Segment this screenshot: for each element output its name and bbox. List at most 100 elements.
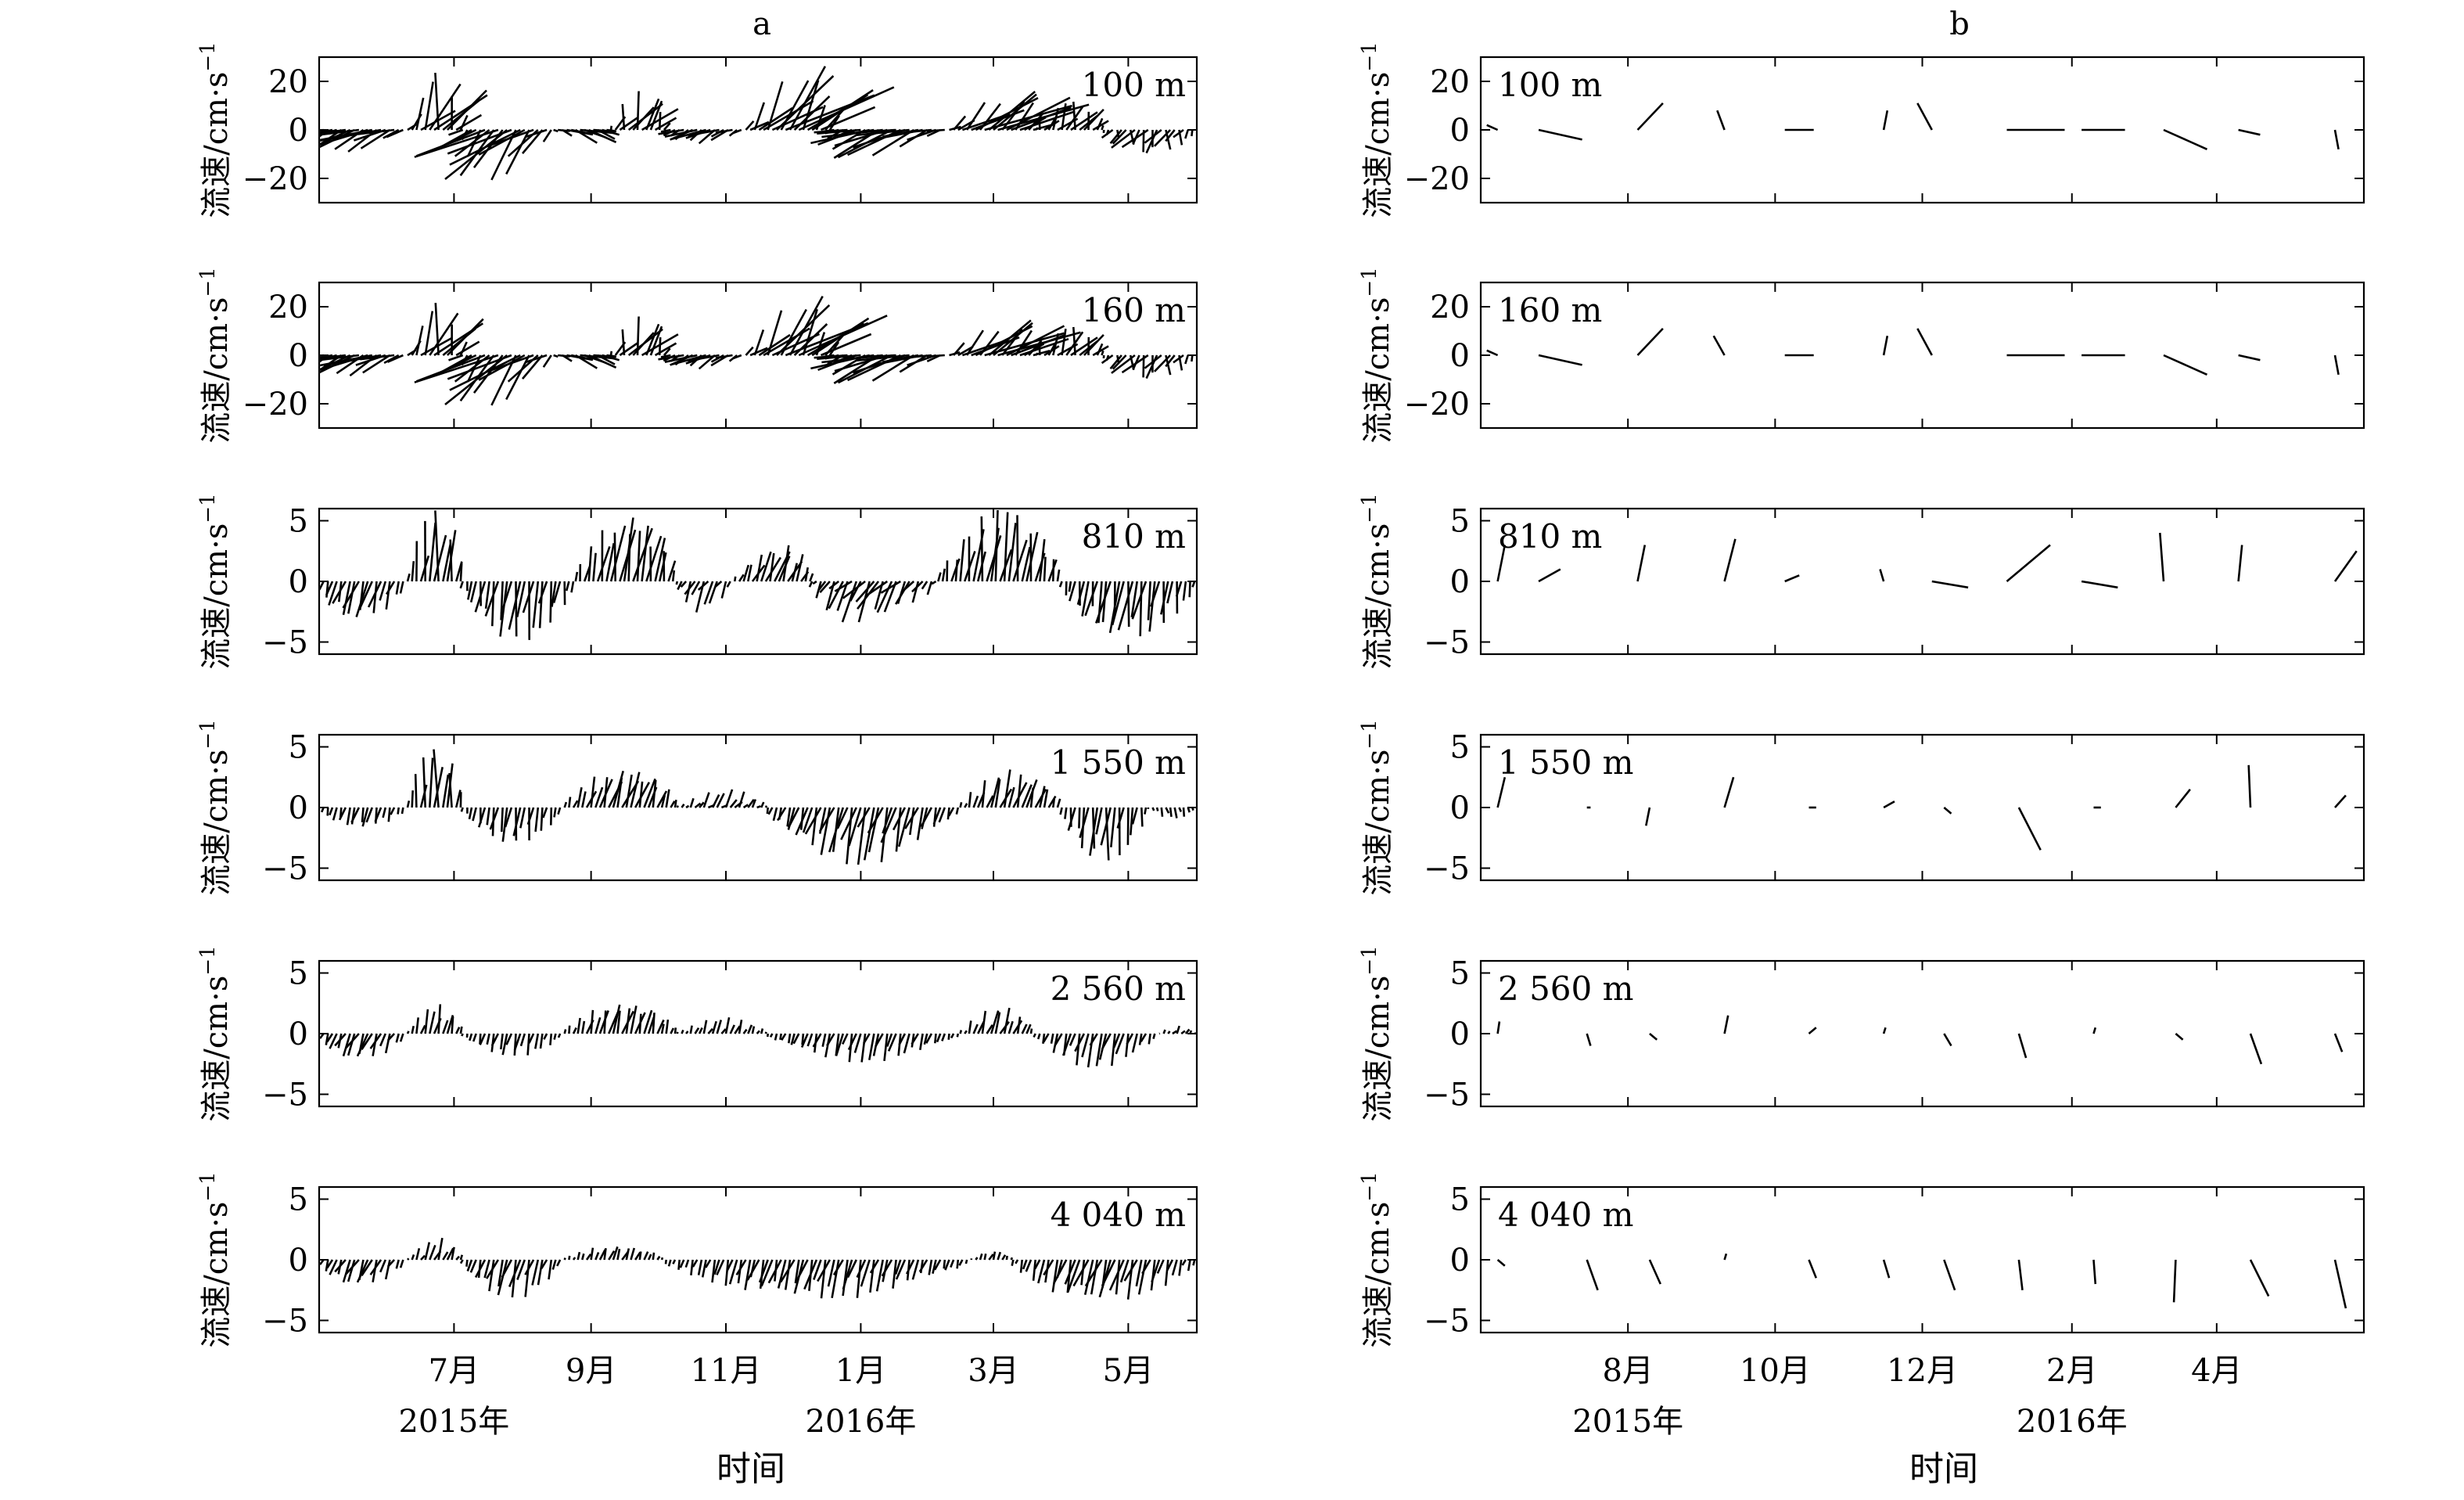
stick	[926, 354, 945, 358]
stick	[742, 804, 749, 809]
stick	[656, 1255, 661, 1261]
stick	[1167, 1031, 1171, 1034]
stick	[1123, 1259, 1138, 1282]
stick	[488, 1259, 495, 1292]
stick	[697, 581, 709, 591]
stick	[926, 581, 933, 595]
stick	[1089, 807, 1099, 856]
stick	[407, 1257, 410, 1261]
stick	[563, 801, 568, 808]
y-axis-title: 流速/cm·s−1	[1358, 267, 1396, 443]
stick	[638, 1013, 642, 1034]
stick	[1072, 1259, 1090, 1287]
stick-series	[1496, 1253, 2347, 1309]
stick	[1192, 1259, 1196, 1266]
stick	[411, 1025, 415, 1034]
stick	[384, 1259, 391, 1280]
stick	[1184, 129, 1189, 139]
stick	[570, 128, 592, 135]
stick	[947, 1033, 950, 1040]
stick	[386, 354, 404, 363]
stick	[937, 572, 942, 582]
stick	[621, 103, 626, 131]
stick	[1052, 333, 1060, 356]
stick	[459, 1259, 464, 1264]
y-tick-label: 0	[289, 1243, 308, 1279]
stick	[490, 1033, 500, 1047]
stick	[677, 1259, 681, 1270]
stick	[735, 1259, 747, 1275]
stick	[994, 1012, 1001, 1034]
stick	[1538, 354, 1582, 366]
stick	[758, 106, 793, 131]
stick	[524, 1259, 530, 1297]
stick	[689, 797, 695, 808]
stick	[681, 803, 685, 808]
stick	[1125, 1033, 1130, 1057]
stick	[1069, 581, 1076, 602]
stick	[729, 1024, 735, 1034]
stick	[511, 1259, 517, 1298]
stick	[981, 1010, 987, 1034]
stick	[1096, 117, 1104, 131]
stick	[627, 534, 631, 582]
stick	[444, 128, 508, 181]
stick	[1025, 1023, 1032, 1034]
x-tick-label: 12月	[1887, 1353, 1958, 1389]
x-axis-title-b: 时间	[1909, 1449, 1978, 1489]
stick	[497, 1259, 504, 1287]
stick	[612, 1246, 619, 1261]
stick	[1037, 1259, 1046, 1284]
stick	[1110, 807, 1116, 847]
x-tick-label: 8月	[1602, 1353, 1653, 1389]
stick	[528, 1033, 535, 1044]
stick	[1036, 1033, 1041, 1040]
stick	[909, 807, 915, 836]
stick	[501, 807, 504, 833]
stick	[459, 1026, 463, 1034]
stick	[1176, 1025, 1180, 1034]
stick	[724, 789, 734, 808]
stick	[1126, 1033, 1134, 1045]
y-tick-label: 0	[289, 113, 308, 149]
stick-series	[1496, 532, 2358, 589]
stick	[1882, 110, 1889, 131]
stick	[780, 308, 807, 356]
stick	[932, 807, 942, 825]
stick	[542, 807, 548, 818]
stick	[1166, 1259, 1174, 1271]
stick	[894, 581, 911, 605]
stick	[992, 1251, 997, 1261]
stick	[397, 807, 400, 815]
stick	[619, 117, 638, 131]
stick	[424, 1242, 431, 1261]
y-axis-title-text: 流速/cm·s	[1360, 1202, 1396, 1348]
y-axis-title-text: 流速/cm·s	[199, 72, 235, 218]
stick	[1019, 1259, 1023, 1273]
stick	[842, 1259, 849, 1297]
stick	[981, 780, 986, 808]
stick	[911, 581, 924, 593]
stick	[469, 1259, 477, 1273]
stick	[537, 581, 548, 604]
stick	[1051, 1259, 1059, 1293]
stick	[395, 1259, 400, 1269]
stick	[794, 1259, 800, 1284]
stick	[2175, 1033, 2184, 1041]
stick	[724, 1017, 731, 1034]
stick	[562, 354, 573, 362]
y-axis-title-superscript: −1	[196, 41, 220, 71]
stick	[853, 1033, 862, 1053]
stick	[776, 807, 787, 822]
stick	[605, 543, 615, 582]
x-tick-label: 3月	[968, 1353, 1018, 1389]
stick	[1025, 1259, 1033, 1272]
stick	[726, 581, 731, 588]
stick	[1131, 807, 1138, 825]
stick	[663, 347, 671, 356]
stick	[856, 1259, 862, 1298]
stick	[616, 1010, 621, 1034]
stick	[964, 1259, 968, 1264]
stick	[459, 341, 468, 356]
